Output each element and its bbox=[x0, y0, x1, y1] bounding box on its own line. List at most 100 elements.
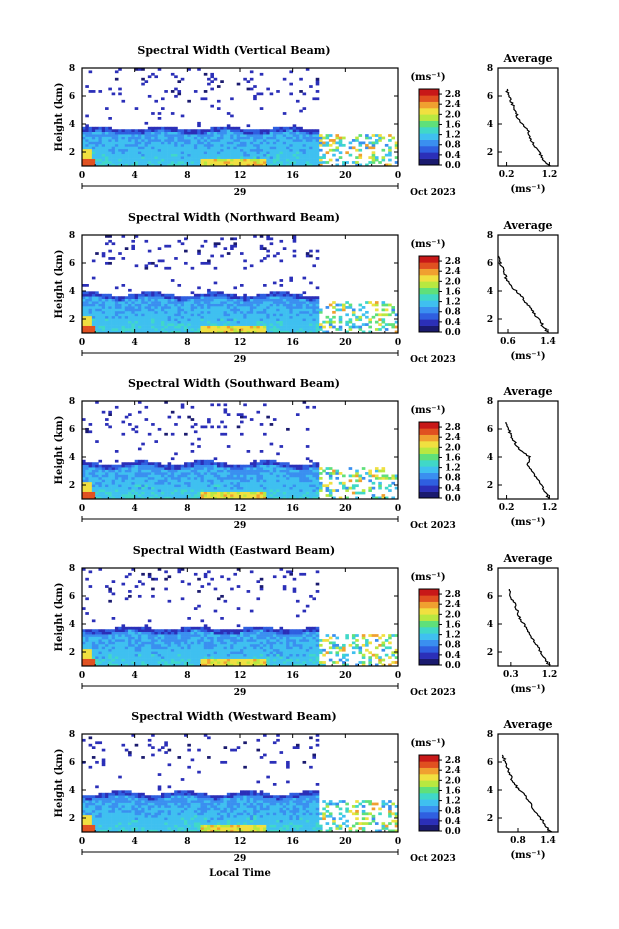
heatmap-cell bbox=[190, 469, 195, 473]
heatmap-cell bbox=[147, 293, 152, 297]
heatmap-cell bbox=[355, 474, 359, 478]
heatmap-cell bbox=[190, 146, 195, 150]
heatmap-cell bbox=[157, 634, 162, 637]
heatmap-cell bbox=[98, 146, 103, 150]
heatmap-cell bbox=[137, 467, 142, 470]
heatmap-cell bbox=[184, 249, 188, 253]
heatmap-cell bbox=[134, 661, 139, 664]
heatmap-cell bbox=[295, 296, 300, 299]
heatmap-cell bbox=[95, 158, 99, 162]
heatmap-cell bbox=[174, 661, 178, 664]
heatmap-cell bbox=[259, 450, 264, 453]
heatmap-cell bbox=[226, 464, 231, 468]
heatmap-cell bbox=[98, 469, 103, 473]
heatmap-cell bbox=[144, 476, 149, 480]
heatmap-cell bbox=[111, 330, 116, 334]
heatmap-cell bbox=[177, 496, 182, 500]
heatmap-cell bbox=[154, 636, 159, 640]
average-y-tick-label: 4 bbox=[487, 120, 493, 130]
heatmap-cell bbox=[203, 306, 208, 309]
heatmap-cell bbox=[151, 315, 155, 319]
heatmap-cell bbox=[174, 158, 178, 162]
heatmap-cell bbox=[180, 134, 185, 137]
heatmap-cell bbox=[85, 330, 89, 334]
heatmap-cell bbox=[269, 486, 274, 490]
heatmap-cell bbox=[164, 587, 168, 591]
heatmap-cell bbox=[85, 474, 89, 478]
heatmap-cell bbox=[266, 496, 270, 500]
colorbar-tick-label: 2.8 bbox=[445, 423, 461, 433]
heatmap-cell bbox=[193, 658, 198, 662]
heatmap-cell bbox=[246, 153, 251, 157]
heatmap-cell bbox=[151, 161, 155, 164]
heatmap-cell bbox=[137, 301, 142, 304]
heatmap-cell bbox=[312, 318, 317, 322]
heatmap-cell bbox=[161, 491, 165, 495]
heatmap-cell bbox=[289, 323, 293, 326]
heatmap-cell bbox=[266, 301, 270, 304]
heatmap-cell bbox=[371, 134, 376, 137]
heatmap-cell bbox=[108, 641, 112, 645]
heatmap-cell bbox=[128, 469, 132, 473]
heatmap-cell bbox=[193, 313, 198, 317]
heatmap-cell bbox=[174, 143, 178, 147]
heatmap-cell bbox=[312, 136, 317, 140]
heatmap-cell bbox=[105, 323, 109, 326]
heatmap-cell bbox=[203, 139, 208, 142]
heatmap-cell bbox=[259, 92, 264, 96]
heatmap-cell bbox=[243, 323, 247, 326]
heatmap-cell bbox=[355, 163, 359, 167]
heatmap-cell bbox=[233, 151, 238, 155]
heatmap-cell bbox=[220, 310, 224, 314]
heatmap-cell bbox=[88, 151, 93, 155]
heatmap-cell bbox=[210, 163, 214, 167]
heatmap-cell bbox=[88, 163, 93, 167]
heatmap-cell bbox=[345, 496, 349, 500]
heatmap-cell bbox=[108, 235, 112, 238]
heatmap-cell bbox=[263, 308, 267, 312]
heatmap-cell bbox=[249, 462, 254, 465]
heatmap-cell bbox=[170, 457, 175, 461]
heatmap-cell bbox=[233, 158, 238, 162]
heatmap-cell bbox=[315, 496, 320, 500]
heatmap-cell bbox=[272, 315, 277, 319]
heatmap-cell bbox=[295, 306, 300, 309]
heatmap-cell bbox=[95, 146, 99, 150]
heatmap-cell bbox=[269, 464, 274, 468]
heatmap-cell bbox=[240, 325, 244, 329]
heatmap-cells bbox=[82, 568, 399, 667]
heatmap-cell bbox=[157, 486, 162, 490]
heatmap-cell bbox=[85, 469, 89, 473]
heatmap-cell bbox=[85, 85, 89, 88]
heatmap-cell bbox=[128, 146, 132, 150]
heatmap-cell bbox=[309, 306, 313, 309]
heatmap-cell bbox=[305, 328, 310, 331]
heatmap-cell bbox=[312, 328, 317, 331]
heatmap-cell bbox=[137, 494, 142, 497]
colorbar-swatch bbox=[419, 300, 439, 307]
heatmap-cell bbox=[82, 320, 86, 324]
heatmap-cell bbox=[154, 464, 159, 468]
heatmap-cell bbox=[361, 476, 366, 480]
heatmap-cell bbox=[348, 474, 353, 478]
heatmap-cell bbox=[144, 298, 149, 302]
heatmap-cell bbox=[95, 651, 99, 655]
heatmap-cell bbox=[216, 491, 221, 495]
heatmap-cell bbox=[164, 156, 168, 159]
heatmap-cell bbox=[351, 313, 356, 317]
heatmap-cell bbox=[154, 643, 159, 647]
heatmap-cell bbox=[216, 425, 221, 429]
heatmap-cell bbox=[279, 472, 284, 475]
heatmap-cell bbox=[108, 151, 112, 155]
heatmap-cell bbox=[207, 131, 211, 135]
heatmap-cell bbox=[266, 318, 270, 322]
heatmap-cell bbox=[315, 489, 320, 492]
heatmap-cell bbox=[105, 330, 109, 334]
heatmap-cell bbox=[144, 303, 149, 307]
heatmap-cell bbox=[111, 639, 116, 642]
heatmap-cell bbox=[292, 239, 297, 243]
heatmap-cell bbox=[233, 242, 238, 246]
heatmap-cell bbox=[210, 301, 214, 304]
heatmap-cell bbox=[279, 474, 284, 478]
heatmap-cell bbox=[190, 629, 195, 632]
